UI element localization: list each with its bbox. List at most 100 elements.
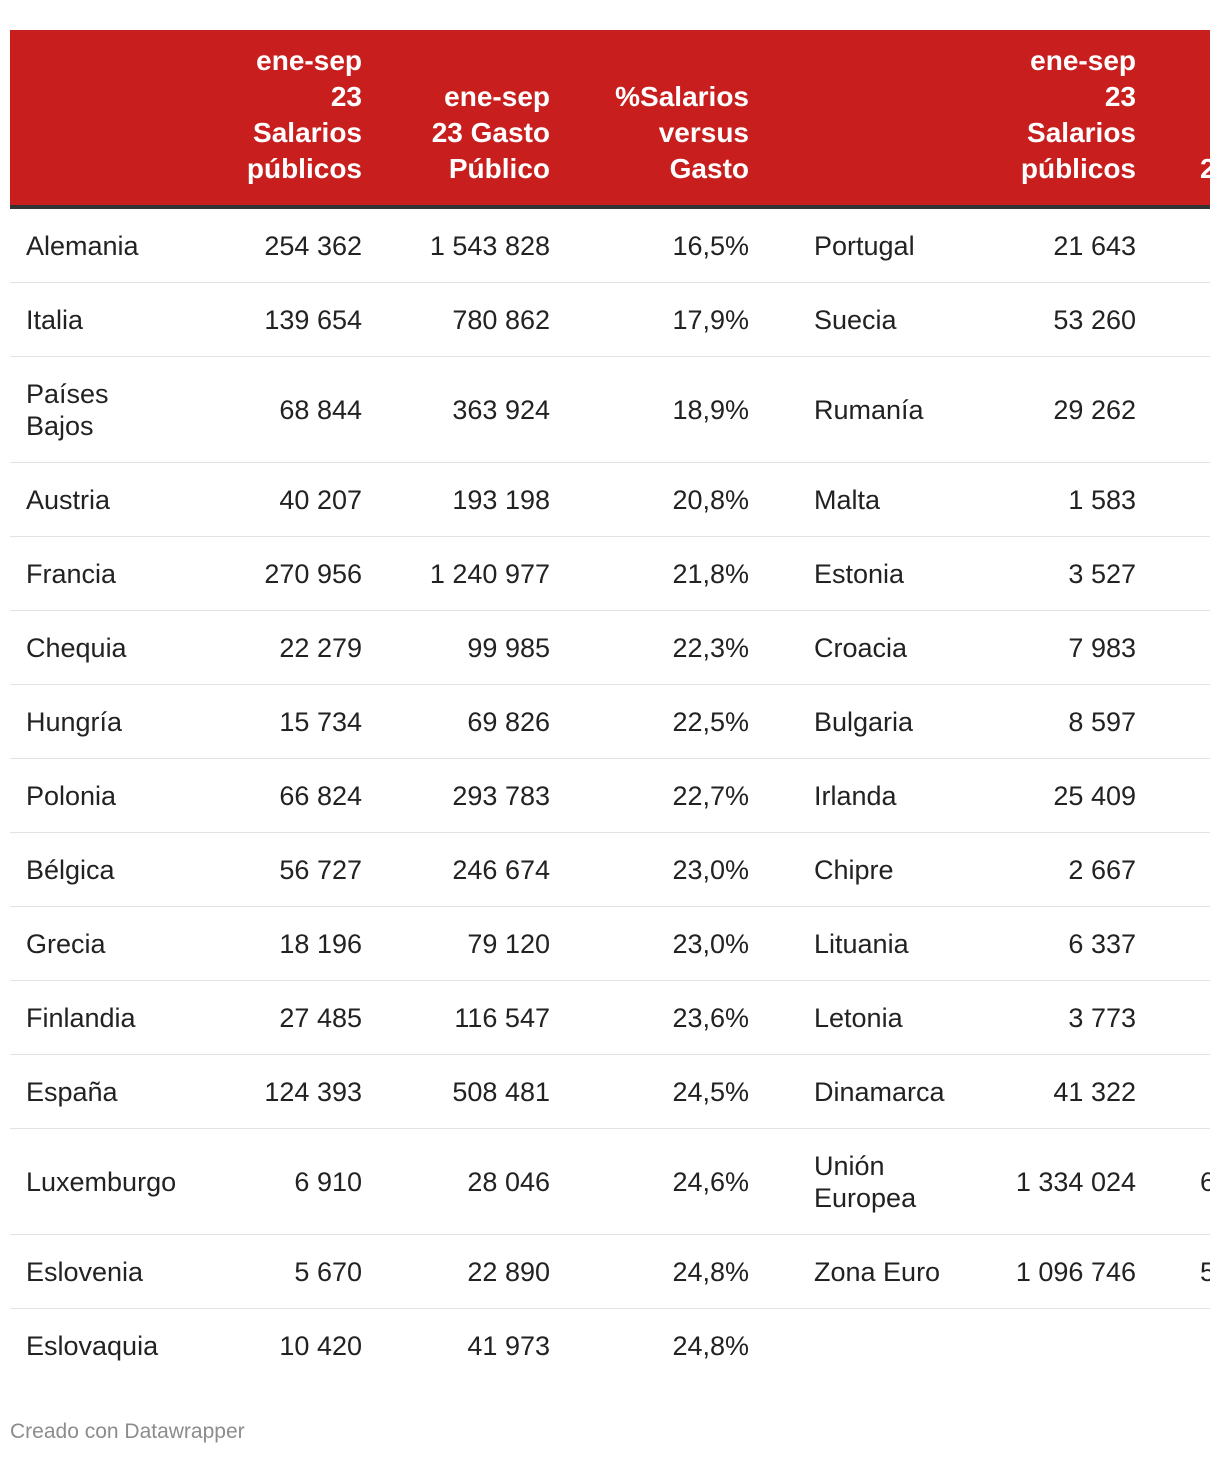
gasto-cell: 99 985 [467, 632, 550, 663]
salarios-cell: 18 196 [279, 928, 362, 959]
country-cell: Italia [26, 304, 84, 335]
gasto-cell: 41 973 [467, 1330, 550, 1361]
country-cell-right: Dinamarca [814, 1076, 945, 1107]
table-row: Alemania 254 362 1 543 828 16,5% Portugal 21 … [10, 209, 1210, 283]
header-line: %Salarios [615, 81, 749, 112]
salarios-cell-right: 25 409 [1053, 780, 1136, 811]
salarios-cell: 15 734 [279, 706, 362, 737]
table-header: ene-sep 23 Salarios públicos ene-sep 23 Gasto… [10, 30, 1210, 209]
header-line: 23 Gasto [431, 117, 550, 148]
country-cell: Países Bajos [26, 378, 109, 441]
table-row: Austria 40 207 193 198 20,8% Malta 1 583 [10, 463, 1210, 537]
country-cell-right: Lituania [814, 928, 909, 959]
salarios-cell: 66 824 [279, 780, 362, 811]
salarios-cell-right: 8 597 [1068, 706, 1136, 737]
salarios-cell: 5 670 [294, 1256, 362, 1287]
country-cell: Polonia [26, 780, 117, 811]
gasto-cell: 116 547 [454, 1002, 550, 1033]
header-line: ene-sep [444, 81, 550, 112]
country-cell-right: Unión Europea [814, 1150, 917, 1213]
country-cell: Finlandia [26, 1002, 136, 1033]
data-table: ene-sep 23 Salarios públicos ene-sep 23 Gasto… [10, 30, 1210, 1382]
country-cell: Bélgica [26, 854, 115, 885]
table-row: Polonia 66 824 293 783 22,7% Irlanda 25 409 [10, 759, 1210, 833]
salarios-cell-right: 41 322 [1053, 1076, 1136, 1107]
header-line: versus [658, 117, 749, 148]
porcentaje-cell: 24,8% [672, 1256, 749, 1287]
salarios-cell: 124 393 [264, 1076, 362, 1107]
salarios-cell-right: 1 334 024 [1015, 1166, 1136, 1197]
country-cell-right: Malta [814, 484, 881, 515]
gasto-cell: 1 543 828 [429, 230, 550, 261]
header-line: 2 [1200, 153, 1210, 184]
gasto-cell: 28 046 [467, 1166, 550, 1197]
table-row: Bélgica 56 727 246 674 23,0% Chipre 2 667 [10, 833, 1210, 907]
salarios-cell-right: 21 643 [1053, 230, 1136, 261]
gasto-cell: 79 120 [467, 928, 550, 959]
table-row: Luxemburgo 6 910 28 046 24,6% Unión Europea 1… [10, 1129, 1210, 1235]
salarios-cell-right: 53 260 [1053, 304, 1136, 335]
table-row: Grecia 18 196 79 120 23,0% Lituania 6 337 [10, 907, 1210, 981]
country-cell: Luxemburgo [26, 1166, 177, 1197]
header-line: públicos [1020, 153, 1136, 184]
country-cell: Alemania [26, 230, 139, 261]
country-cell: Hungría [26, 706, 123, 737]
porcentaje-cell: 20,8% [672, 484, 749, 515]
table-row: España 124 393 508 481 24,5% Dinamarca 41 322 [10, 1055, 1210, 1129]
country-cell: Grecia [26, 928, 106, 959]
country-cell-right: Chipre [814, 854, 894, 885]
footer-credit[interactable]: Creado con Datawrapper [10, 1420, 245, 1443]
salarios-cell-right: 29 262 [1053, 394, 1136, 425]
porcentaje-cell: 22,7% [672, 780, 749, 811]
salarios-cell: 56 727 [279, 854, 362, 885]
table-row: Chequia 22 279 99 985 22,3% Croacia 7 983 [10, 611, 1210, 685]
gasto-cell: 508 481 [452, 1076, 550, 1107]
country-cell-right: Letonia [814, 1002, 903, 1033]
country-cell-right: Croacia [814, 632, 908, 663]
country-cell-right: Suecia [814, 304, 897, 335]
salarios-cell: 40 207 [279, 484, 362, 515]
salarios-cell: 22 279 [279, 632, 362, 663]
table-row: Francia 270 956 1 240 977 21,8% Estonia 3 527 [10, 537, 1210, 611]
table-row: Finlandia 27 485 116 547 23,6% Letonia 3 773 [10, 981, 1210, 1055]
country-cell: Eslovenia [26, 1256, 144, 1287]
salarios-cell-right: 3 527 [1068, 558, 1136, 589]
truncated-cell: 5 [1200, 1256, 1210, 1287]
header-col-salarios: ene-sep 23 Salarios públicos [247, 43, 362, 187]
truncated-cell: 6 [1200, 1166, 1210, 1197]
gasto-cell: 69 826 [467, 706, 550, 737]
salarios-cell: 270 956 [264, 558, 362, 589]
gasto-cell: 246 674 [452, 854, 550, 885]
country-cell-right: Rumanía [814, 394, 924, 425]
salarios-cell: 27 485 [279, 1002, 362, 1033]
salarios-cell-right: 7 983 [1068, 632, 1136, 663]
country-cell: España [26, 1076, 118, 1107]
gasto-cell: 363 924 [452, 394, 550, 425]
header-line: Gasto [669, 153, 749, 184]
porcentaje-cell: 22,5% [672, 706, 749, 737]
country-cell-right: Portugal [814, 230, 915, 261]
country-cell: Eslovaquia [26, 1330, 159, 1361]
porcentaje-cell: 23,6% [672, 1002, 749, 1033]
porcentaje-cell: 18,9% [672, 394, 749, 425]
porcentaje-cell: 16,5% [672, 230, 749, 261]
country-cell-right: Irlanda [814, 780, 897, 811]
gasto-cell: 1 240 977 [429, 558, 550, 589]
salarios-cell: 139 654 [264, 304, 362, 335]
table-row: Países Bajos 68 844 363 924 18,9% Rumanía 29 … [10, 357, 1210, 463]
header-col-gasto: ene-sep 23 Gasto Público [432, 79, 550, 187]
header-line: públicos [246, 153, 362, 184]
porcentaje-cell: 24,5% [672, 1076, 749, 1107]
salarios-cell-right: 1 096 746 [1015, 1256, 1136, 1287]
country-cell-right: Zona Euro [814, 1256, 941, 1287]
salarios-cell-right: 3 773 [1068, 1002, 1136, 1033]
porcentaje-cell: 24,8% [672, 1330, 749, 1361]
header-line: Salarios [1027, 117, 1136, 148]
porcentaje-cell: 22,3% [672, 632, 749, 663]
header-line: 23 [1104, 81, 1136, 112]
header-col-porcentaje: %Salarios versus Gasto [615, 79, 749, 187]
header-line: ene-sep [256, 45, 362, 76]
salarios-cell-right: 6 337 [1068, 928, 1136, 959]
porcentaje-cell: 17,9% [672, 304, 749, 335]
header-line: Salarios [253, 117, 362, 148]
